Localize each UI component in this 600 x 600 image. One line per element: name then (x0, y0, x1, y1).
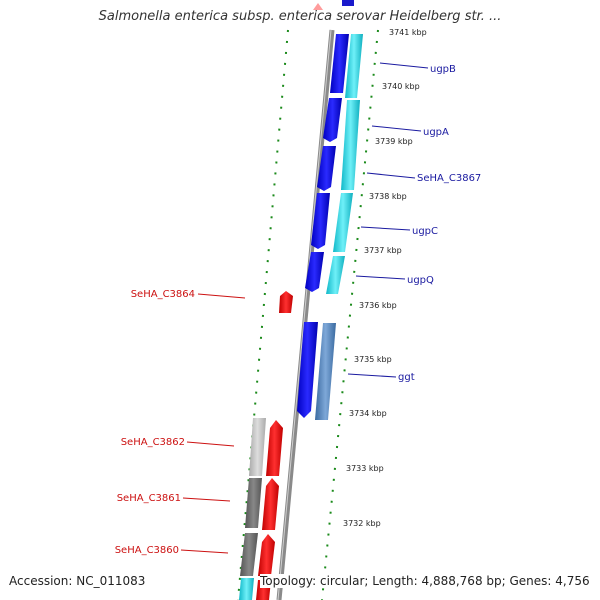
gene-label-SeHA_C3860[interactable]: SeHA_C3860 (115, 545, 179, 556)
cds-ugpB (330, 34, 349, 93)
gc-track-right (321, 29, 379, 600)
kbp-label: 3736 kbp (359, 301, 397, 310)
backbone-highlight (277, 29, 332, 600)
kbp-label: 3741 kbp (389, 28, 427, 37)
topology-text: Topology: circular; Length: 4,888,768 bp… (260, 574, 592, 588)
gene-label-ugpB[interactable]: ugpB (430, 64, 456, 75)
gene-label-ggt[interactable]: ggt (398, 372, 415, 383)
backbone-line (276, 29, 335, 600)
cds-SeHA_C3862-shade (249, 418, 266, 476)
kbp-label: 3739 kbp (375, 137, 413, 146)
gene-label-SeHA_C3861[interactable]: SeHA_C3861 (117, 493, 181, 504)
right-gene-labels: ugpB ugpA SeHA_C3867 ugpC ugpQ ggt (398, 64, 481, 383)
cds-ugpC (311, 193, 330, 249)
cds-ugpQ (305, 252, 324, 292)
cds-ugpA (323, 98, 342, 142)
gc-track-left (237, 29, 289, 600)
gene-label-SeHA_C3864[interactable]: SeHA_C3864 (131, 289, 195, 300)
top-red-feature (313, 3, 323, 10)
gene-label-ugpC[interactable]: ugpC (412, 226, 438, 237)
right-label-lines (347, 62, 429, 378)
cds-SeHA_C3861 (262, 478, 279, 530)
cds-ugpC-shade (333, 193, 353, 252)
gene-label-ugpQ[interactable]: ugpQ (407, 275, 434, 286)
top-blue-feature (342, 0, 354, 6)
kbp-label: 3738 kbp (369, 192, 407, 201)
gene-label-SeHA_C3867[interactable]: SeHA_C3867 (417, 173, 481, 184)
cds-SeHA_C3862 (266, 420, 283, 476)
cds-SeHA_C3867 (317, 146, 336, 191)
forward-cds-track (297, 34, 363, 420)
gene-label-SeHA_C3862[interactable]: SeHA_C3862 (121, 437, 185, 448)
kbp-label: 3733 kbp (346, 464, 384, 473)
cds-ugpB-shade (345, 34, 363, 98)
cds-SeHA_C3860-shade (240, 533, 258, 576)
cds-SeHA_C3860 (258, 534, 275, 576)
kbp-label: 3732 kbp (343, 519, 381, 528)
kbp-label: 3735 kbp (354, 355, 392, 364)
left-label-lines (180, 293, 246, 554)
left-gene-labels: SeHA_C3864 SeHA_C3862 SeHA_C3861 SeHA_C3… (115, 289, 195, 556)
cds-ugpA-shade (341, 100, 360, 190)
cds-SeHA_C3864 (279, 291, 293, 313)
cds-SeHA_C3861-shade (245, 478, 262, 528)
cds-ggt (297, 322, 318, 418)
reverse-cds-track (239, 291, 293, 600)
kbp-label: 3734 kbp (349, 409, 387, 418)
cds-bottom-shade (239, 578, 254, 600)
gene-label-ugpA[interactable]: ugpA (423, 127, 449, 138)
kbp-scale: 3741 kbp 3740 kbp 3739 kbp 3738 kbp 3737… (343, 28, 427, 528)
genome-title: Salmonella enterica subsp. enterica sero… (98, 9, 502, 24)
accession-text: Accession: NC_011083 (9, 574, 146, 588)
kbp-label: 3740 kbp (382, 82, 420, 91)
cds-ugpQ-shade (326, 256, 345, 294)
kbp-label: 3737 kbp (364, 246, 402, 255)
cds-ggt-shade (315, 323, 336, 420)
